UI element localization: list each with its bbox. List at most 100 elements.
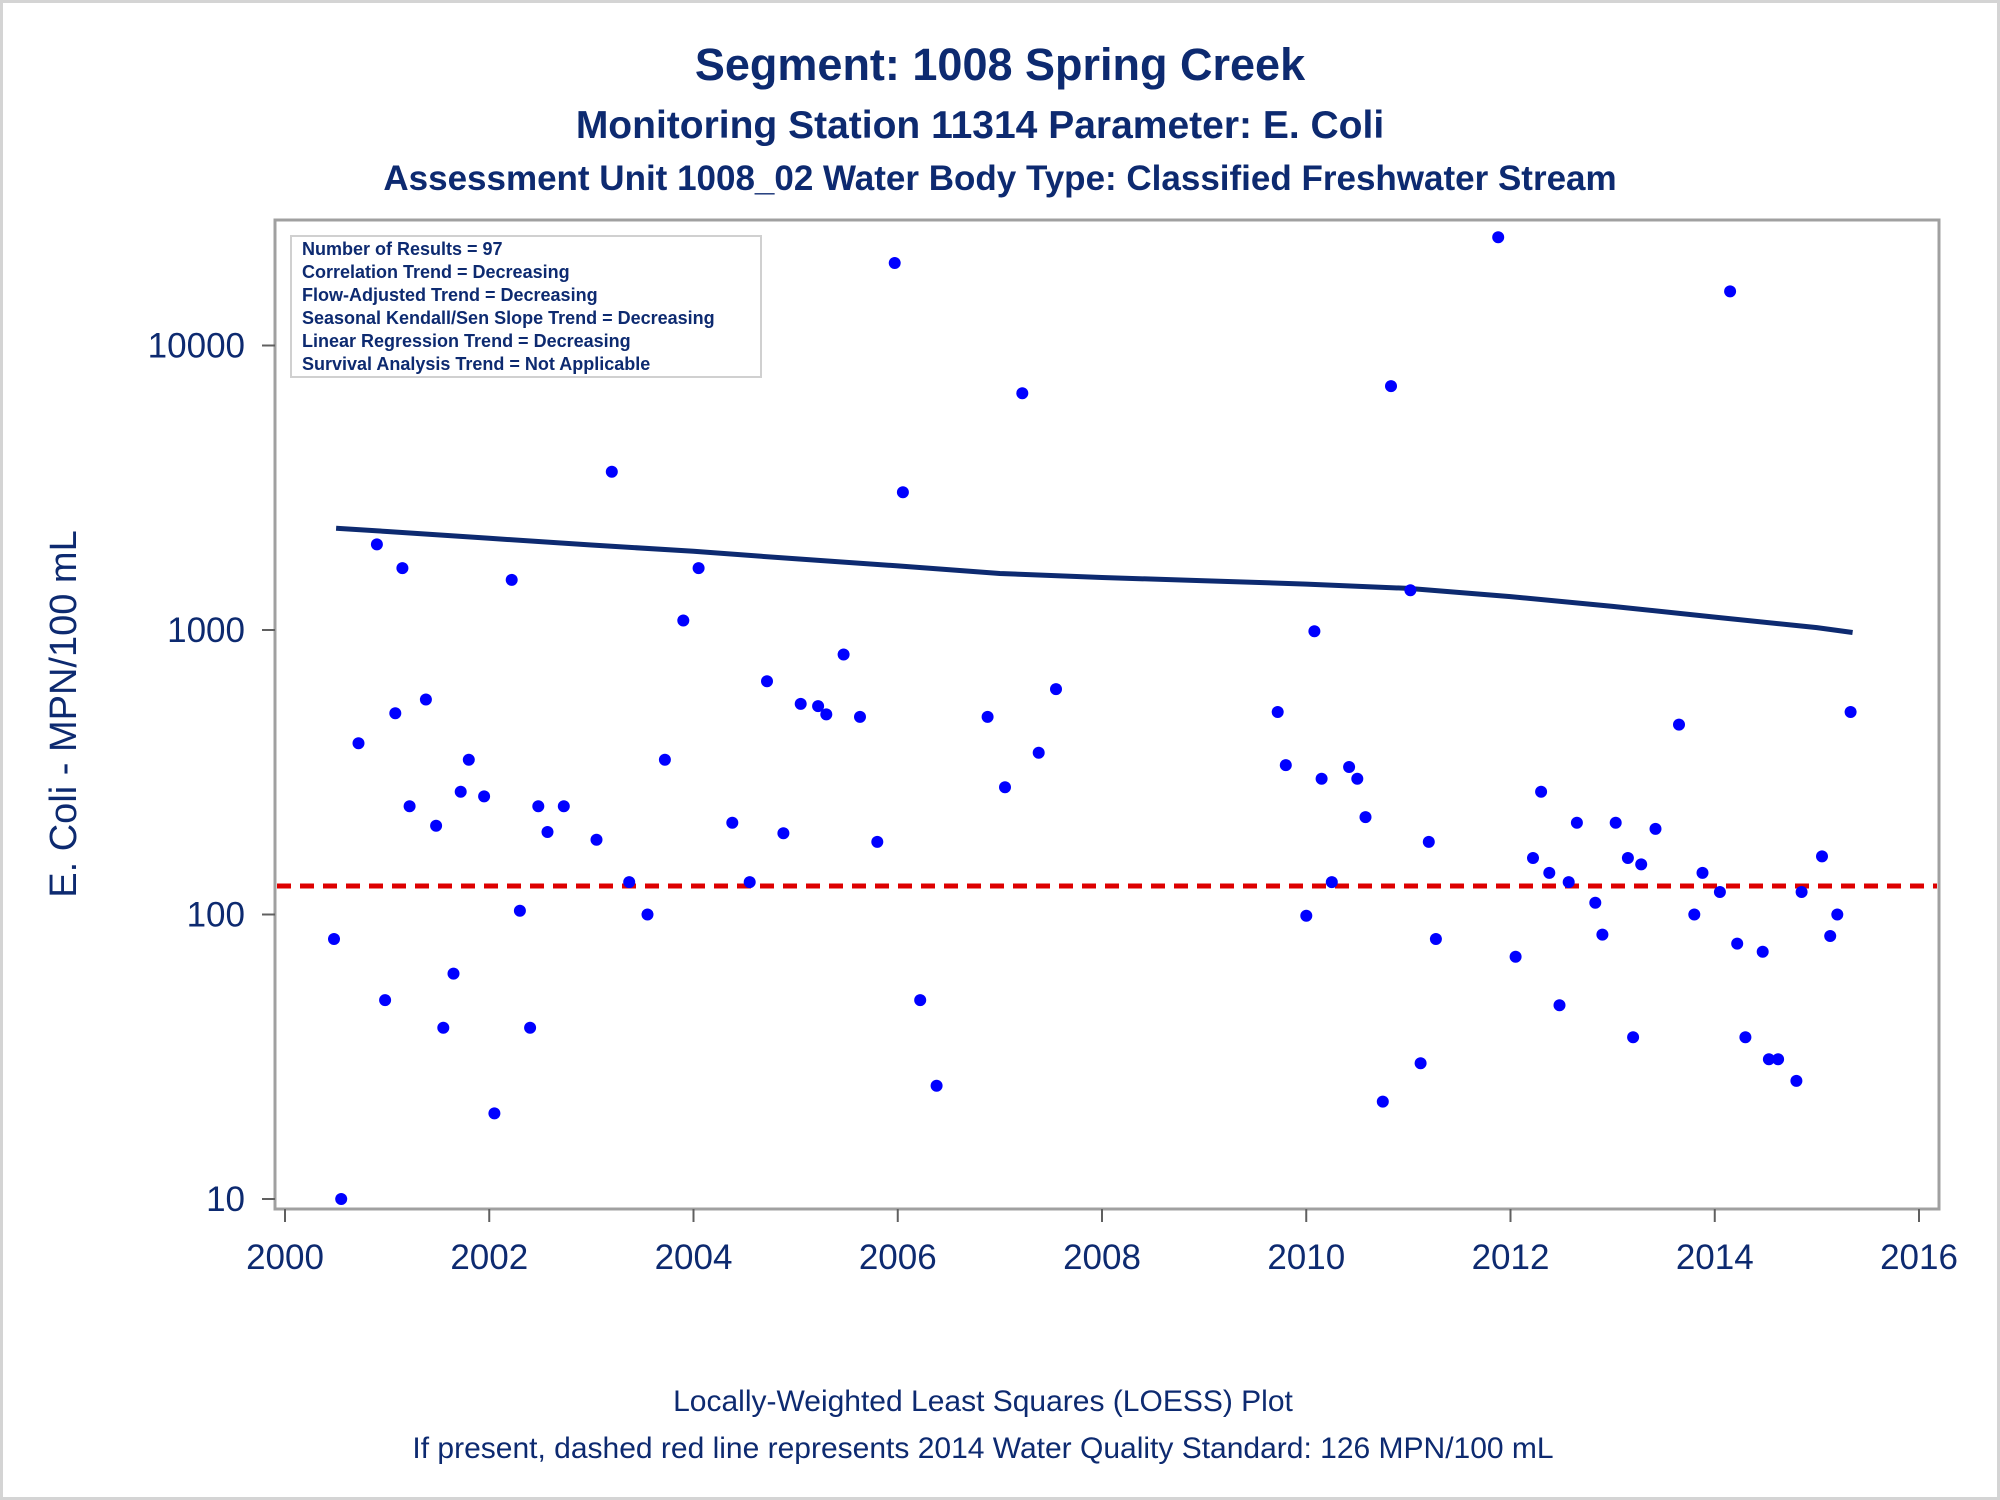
data-point xyxy=(812,700,825,713)
x-tick-label: 2006 xyxy=(859,1238,937,1277)
data-point xyxy=(743,876,756,889)
data-point xyxy=(837,648,850,661)
points-layer xyxy=(328,231,1857,1205)
data-point xyxy=(389,707,402,720)
data-point xyxy=(692,562,705,575)
data-point xyxy=(1589,896,1602,909)
data-point xyxy=(761,675,773,688)
data-point xyxy=(1562,876,1575,889)
data-point xyxy=(981,710,994,723)
data-point xyxy=(1271,706,1284,718)
data-point xyxy=(1535,785,1548,798)
data-point xyxy=(1724,285,1737,298)
chart-title: Segment: 1008 Spring Creek xyxy=(695,39,1306,90)
data-point xyxy=(557,800,570,813)
data-point xyxy=(677,614,690,627)
legend-line: Number of Results = 97 xyxy=(302,239,503,259)
footnote-standard: If present, dashed red line represents 2… xyxy=(412,1432,1553,1465)
data-point xyxy=(1756,945,1769,958)
x-tick-label: 2010 xyxy=(1267,1238,1345,1277)
data-point xyxy=(1649,822,1662,835)
data-point xyxy=(328,933,340,945)
data-point xyxy=(335,1193,348,1205)
y-tick-label: 10000 xyxy=(148,327,245,366)
legend-line: Flow-Adjusted Trend = Decreasing xyxy=(302,285,598,305)
data-point xyxy=(1553,999,1566,1012)
data-point xyxy=(1308,625,1321,638)
data-point xyxy=(777,827,790,840)
data-point xyxy=(605,465,618,478)
data-point xyxy=(478,790,491,803)
x-tick-label: 2012 xyxy=(1472,1238,1550,1277)
data-point xyxy=(1429,933,1442,945)
data-point xyxy=(658,753,671,766)
data-point xyxy=(1688,908,1701,921)
data-point xyxy=(871,835,884,848)
data-point xyxy=(999,781,1011,794)
y-axis: 10 100 1000 10000 xyxy=(148,327,275,1219)
data-point xyxy=(590,833,603,846)
y-tick-label: 100 xyxy=(187,896,245,935)
chart-subtitle-2: Assessment Unit 1008_02 Water Body Type:… xyxy=(383,159,1616,198)
data-point xyxy=(396,562,409,575)
data-point xyxy=(1385,380,1397,393)
data-point xyxy=(1609,816,1622,829)
data-point xyxy=(1831,908,1844,921)
y-tick-label: 10 xyxy=(206,1180,245,1219)
data-point xyxy=(1359,811,1372,824)
data-point xyxy=(488,1107,501,1120)
chart-subtitle: Monitoring Station 11314 Parameter: E. C… xyxy=(576,104,1384,147)
data-point xyxy=(1795,886,1808,898)
data-point xyxy=(896,486,909,499)
data-point xyxy=(1739,1031,1752,1044)
legend-line: Correlation Trend = Decreasing xyxy=(302,262,570,282)
data-point xyxy=(532,800,545,813)
data-point xyxy=(1376,1095,1389,1108)
data-point xyxy=(541,826,554,838)
y-tick-label: 1000 xyxy=(167,611,245,650)
loess-layer xyxy=(335,525,1853,635)
data-point xyxy=(352,737,365,750)
data-point xyxy=(1509,950,1522,963)
x-tick-label: 2008 xyxy=(1063,1238,1141,1277)
data-point xyxy=(1673,718,1685,731)
data-point xyxy=(1621,852,1634,864)
data-point xyxy=(1325,876,1338,889)
data-point xyxy=(524,1021,537,1034)
data-point xyxy=(1300,909,1313,922)
data-point xyxy=(1696,866,1709,879)
x-tick-label: 2002 xyxy=(450,1238,528,1277)
data-point xyxy=(914,994,927,1007)
data-point xyxy=(437,1021,450,1034)
data-point xyxy=(1527,852,1539,864)
data-point xyxy=(370,538,383,551)
data-point xyxy=(1731,937,1744,950)
x-tick-label: 2000 xyxy=(246,1238,324,1277)
data-point xyxy=(1492,231,1505,244)
data-point xyxy=(623,876,636,889)
footnote-loess: Locally-Weighted Least Squares (LOESS) P… xyxy=(673,1385,1293,1418)
legend-box-border xyxy=(290,235,762,378)
y-axis-title: E. Coli - MPN/100 mL xyxy=(43,530,85,897)
legend-line: Linear Regression Trend = Decreasing xyxy=(302,331,631,351)
data-point xyxy=(1016,387,1029,400)
data-point xyxy=(930,1079,943,1092)
data-point xyxy=(1844,706,1857,718)
data-point xyxy=(403,800,416,813)
data-point xyxy=(1543,866,1556,879)
data-point xyxy=(447,967,460,980)
x-axis: 2000 2002 2004 2006 2008 2010 2012 2014 2016 xyxy=(246,1209,1958,1277)
data-point xyxy=(419,693,432,706)
data-point xyxy=(1816,850,1828,863)
data-point xyxy=(794,697,807,710)
data-point xyxy=(1050,683,1062,696)
data-point xyxy=(1279,759,1292,772)
data-point xyxy=(1713,886,1726,898)
loess-line xyxy=(335,525,1853,635)
data-point xyxy=(854,710,866,723)
legend-box: Number of Results = 97 Correlation Trend… xyxy=(290,235,762,378)
data-point xyxy=(1414,1057,1427,1070)
data-point xyxy=(641,908,654,921)
data-point xyxy=(513,904,526,917)
legend-line: Seasonal Kendall/Sen Slope Trend = Decre… xyxy=(302,308,715,328)
